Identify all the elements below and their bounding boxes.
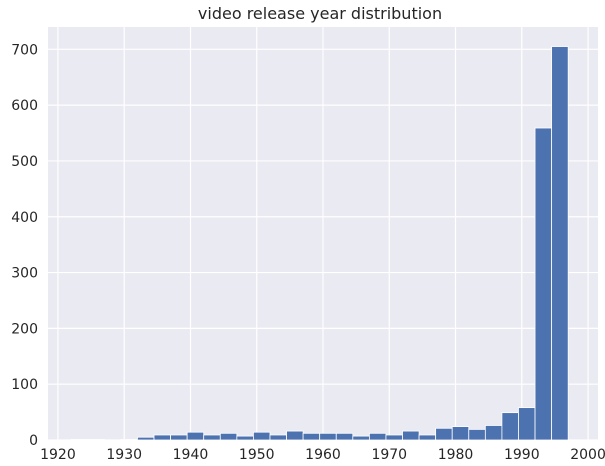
histogram-bar — [501, 412, 519, 441]
histogram-bar — [319, 432, 337, 441]
histogram-bar — [352, 435, 370, 441]
x-tick-label: 1960 — [305, 447, 341, 463]
histogram-bar — [236, 435, 254, 441]
histogram-bar — [368, 432, 387, 441]
histogram-bar — [451, 426, 470, 441]
histogram-bar — [534, 127, 553, 441]
chart-title: video release year distribution — [198, 4, 442, 23]
x-tick-label: 1950 — [239, 447, 275, 463]
bars — [70, 46, 569, 441]
x-tick-label: 1980 — [438, 447, 474, 463]
histogram-bar — [70, 439, 89, 441]
histogram-bar — [518, 407, 536, 441]
y-tick-label: 0 — [29, 433, 38, 449]
histogram-bar — [137, 436, 155, 441]
histogram-bar — [335, 432, 354, 441]
histogram-bar — [203, 434, 221, 441]
x-tick-label: 1920 — [40, 447, 76, 463]
y-tick-label: 400 — [11, 210, 38, 226]
histogram-bar — [468, 428, 486, 441]
y-tick-label: 100 — [11, 377, 38, 393]
histogram-bar — [418, 434, 437, 441]
x-tick-label: 1990 — [504, 447, 540, 463]
histogram-bar — [385, 434, 403, 441]
x-tick-label: 1930 — [106, 447, 142, 463]
histogram-bar — [551, 46, 569, 441]
histogram-bar — [402, 430, 420, 441]
histogram-bar — [435, 427, 453, 441]
y-tick-label: 600 — [11, 98, 38, 114]
x-axis-ticks: 1920 1930 1940 1950 1960 1970 1980 1990 2000 — [40, 447, 605, 463]
histogram-bar — [269, 434, 287, 441]
histogram-bar — [186, 431, 205, 441]
x-tick-label: 1970 — [371, 447, 407, 463]
histogram-bar — [286, 430, 304, 441]
y-tick-label: 500 — [11, 154, 38, 170]
y-axis-ticks: 0 100 200 300 400 500 600 700 — [11, 42, 38, 449]
y-tick-label: 700 — [11, 42, 38, 58]
histogram-bar — [253, 431, 271, 441]
y-tick-label: 300 — [11, 266, 38, 282]
x-tick-label: 2000 — [570, 447, 605, 463]
histogram-bar — [87, 439, 105, 441]
histogram-bar — [170, 434, 188, 441]
histogram-bar — [120, 439, 138, 441]
histogram-bar — [302, 432, 321, 441]
histogram-bar — [219, 432, 238, 441]
y-tick-label: 200 — [11, 321, 38, 337]
histogram-bar — [484, 425, 503, 441]
x-tick-label: 1940 — [173, 447, 209, 463]
histogram-bar — [153, 434, 171, 441]
